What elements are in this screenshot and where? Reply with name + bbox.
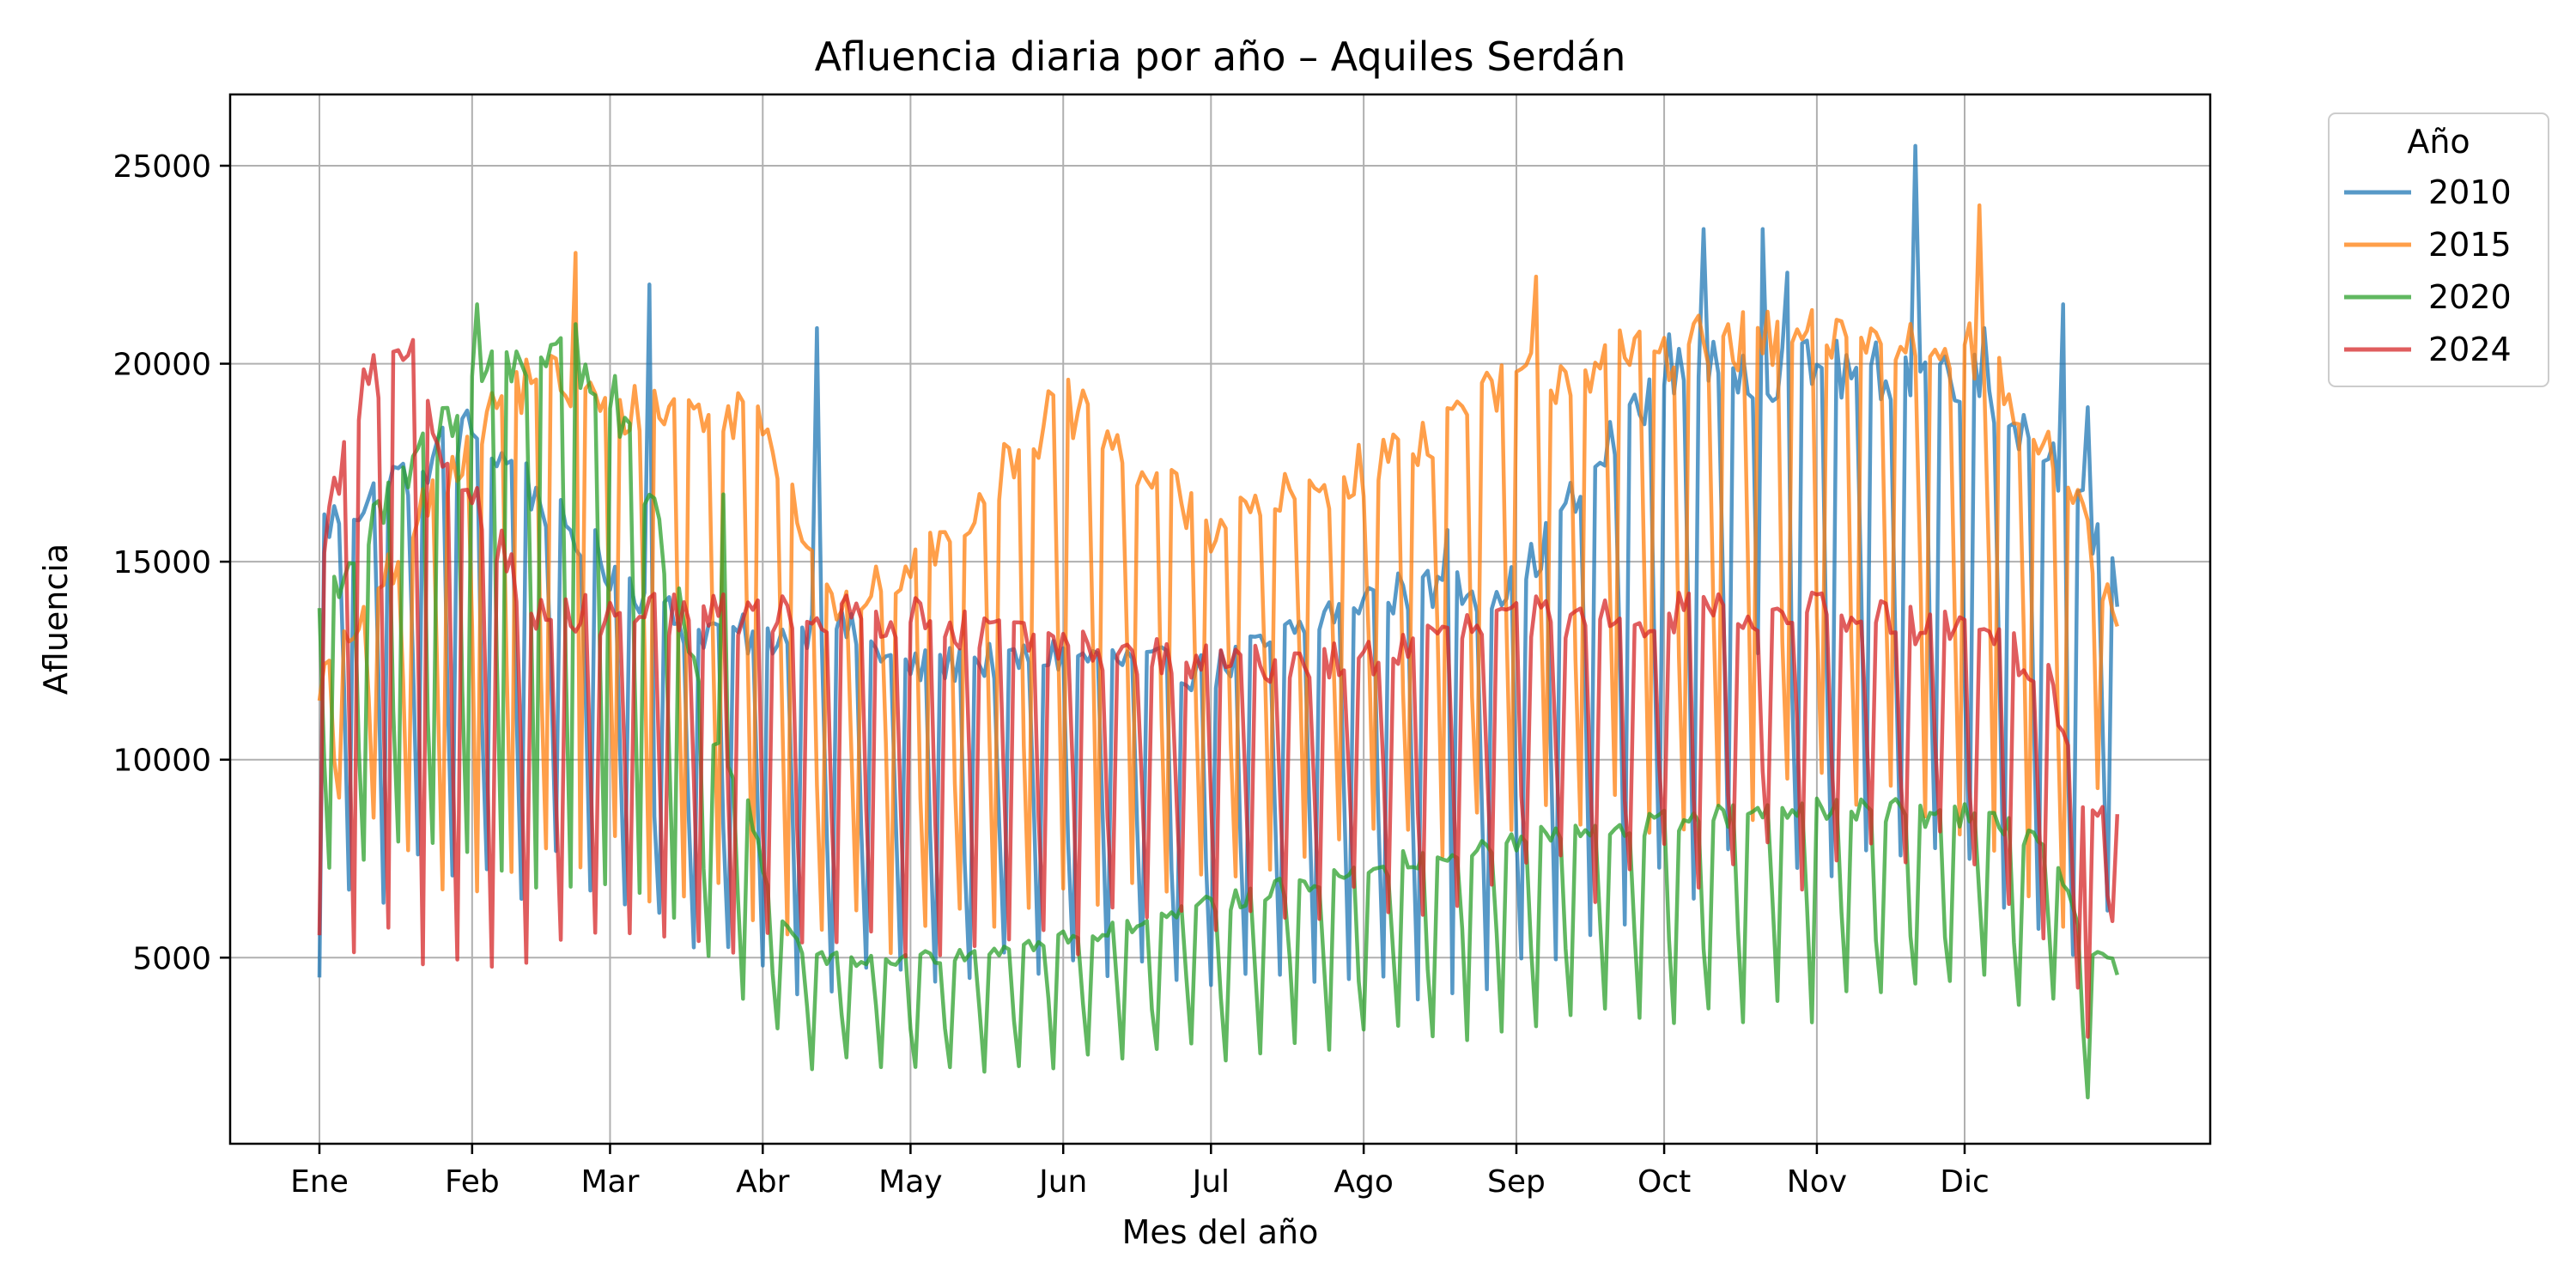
axis-ticks: Ene Feb Mar Abr May Jun Jul Ago Sep Oct Nov Dic 5000…	[112, 149, 1989, 1200]
x-tick-label: Jun	[1037, 1164, 1087, 1200]
legend-title: Año	[2407, 123, 2470, 161]
y-tick-label: 10000	[112, 744, 211, 779]
y-tick-label: 5000	[132, 941, 211, 976]
x-tick-label: Dic	[1940, 1164, 1990, 1200]
x-tick-label: Ene	[290, 1164, 349, 1200]
legend-label-2010: 2010	[2428, 173, 2512, 211]
x-axis-title: Mes del año	[1122, 1213, 1319, 1251]
legend-label-2020: 2020	[2428, 278, 2512, 316]
x-tick-label: Jul	[1191, 1164, 1230, 1200]
y-tick-label: 20000	[112, 348, 211, 383]
plot-frame	[228, 93, 2212, 1145]
x-tick-label: Sep	[1487, 1164, 1546, 1200]
series-lines	[317, 143, 2120, 1100]
x-tick-label: Feb	[445, 1164, 500, 1200]
series-line-2010	[317, 143, 2120, 1002]
y-axis-title: Afluencia	[37, 544, 75, 695]
y-tick-label: 15000	[112, 545, 211, 580]
x-tick-label: Nov	[1787, 1164, 1847, 1200]
legend-label-2024: 2024	[2428, 331, 2512, 368]
x-tick-label: May	[878, 1164, 942, 1200]
series-line-2020	[317, 302, 2119, 1100]
legend: Año 2010 2015 2020 2024	[2328, 112, 2549, 387]
series-line-2015	[317, 203, 2119, 956]
x-tick-label: Mar	[580, 1164, 639, 1200]
series-line-2024	[317, 337, 2120, 1039]
y-tick-label: 25000	[112, 149, 211, 185]
x-tick-label: Abr	[736, 1164, 789, 1200]
legend-box	[2328, 112, 2549, 387]
legend-entries: 2010 2015 2020 2024	[2344, 173, 2512, 368]
x-tick-label: Ago	[1334, 1164, 1394, 1200]
legend-label-2015: 2015	[2428, 226, 2512, 264]
chart-title: Afluencia diaria por año – Aquiles Serdá…	[815, 33, 1626, 80]
x-tick-label: Oct	[1637, 1164, 1691, 1200]
